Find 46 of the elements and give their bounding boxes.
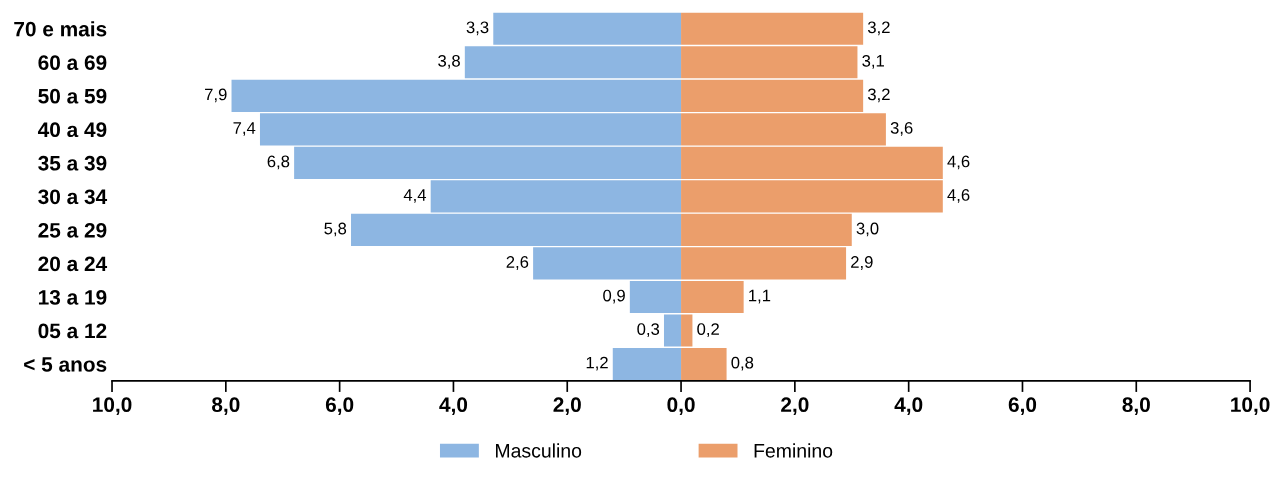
data-label: 5,8 [324, 222, 347, 237]
data-label: 1,2 [586, 356, 608, 371]
x-tick-label: 2,0 [553, 397, 581, 416]
data-label: 3,1 [862, 54, 884, 69]
x-tick-label: 4,0 [439, 397, 468, 416]
y-tick-label: 30 a 34 [38, 189, 108, 205]
data-label: 0,3 [637, 323, 660, 337]
data-label: 6,8 [267, 155, 290, 170]
data-label: 4,4 [403, 189, 427, 203]
data-label: 3,2 [867, 21, 890, 36]
data-label: 7,9 [205, 88, 227, 103]
y-tick-label: 25 a 29 [38, 222, 107, 238]
y-tick-label: 70 e mais [14, 21, 107, 37]
x-tick-label: 8,0 [212, 397, 240, 416]
y-tick-label: 35 a 39 [38, 155, 107, 171]
data-label: 0,9 [603, 289, 625, 304]
data-label: 0,2 [697, 323, 719, 337]
y-tick-label: < 5 anos [24, 357, 107, 372]
data-label: 0,8 [731, 356, 754, 371]
y-tick-label: 13 a 19 [38, 289, 107, 305]
x-tick-label: 10,0 [1231, 397, 1270, 416]
data-label: 3,0 [856, 222, 879, 237]
data-label: 4,6 [947, 189, 970, 203]
x-tick-label: 6,0 [1008, 397, 1037, 416]
data-label: 2,9 [851, 256, 873, 270]
y-tick-label: 40 a 49 [37, 122, 107, 138]
data-label: 7,4 [233, 122, 256, 136]
legend-label: Feminino [754, 443, 833, 458]
data-label: 3,3 [466, 21, 489, 36]
x-tick-label: 4,0 [894, 397, 923, 416]
y-tick-label: 20 a 24 [38, 256, 108, 272]
x-tick-label: 8,0 [1122, 397, 1150, 416]
data-label: 3,8 [438, 54, 460, 69]
data-label: 2,6 [506, 256, 529, 270]
x-tick-label: 10,0 [93, 397, 132, 416]
data-label: 3,6 [890, 122, 913, 136]
data-label: 4,6 [947, 155, 970, 170]
y-tick-label: 05 a 12 [38, 323, 107, 339]
data-label: 1,1 [749, 289, 771, 304]
legend-label: Masculino [496, 443, 582, 458]
y-tick-label: 50 a 59 [38, 88, 107, 104]
x-tick-label: 0,0 [667, 397, 695, 416]
x-tick-label: 6,0 [325, 397, 354, 416]
data-label: 3,2 [867, 88, 890, 103]
y-tick-label: 60 a 69 [38, 55, 107, 71]
x-tick-label: 2,0 [781, 397, 809, 416]
